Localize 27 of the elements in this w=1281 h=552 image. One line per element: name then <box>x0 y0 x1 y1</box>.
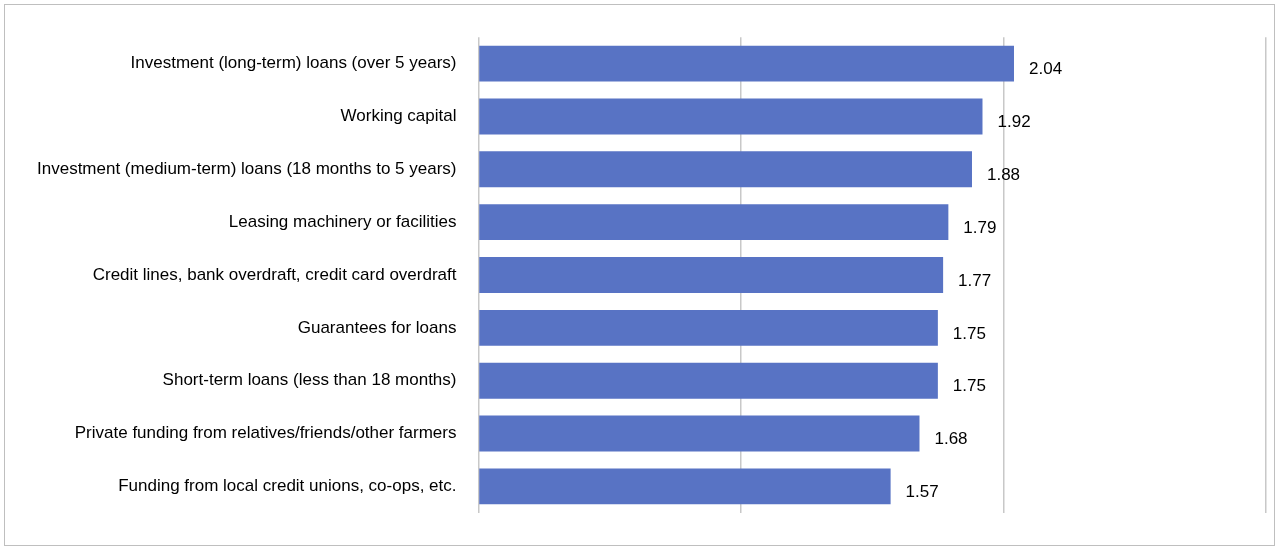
data-label: 1.79 <box>963 217 997 237</box>
y-tick-label: Funding from local credit unions, co-ops, etc. <box>118 476 457 496</box>
bar <box>479 362 938 399</box>
y-tick-label: Credit lines, bank overdraft, credit card overdraft <box>92 264 457 284</box>
y-tick-label: Investment (medium-term) loans (18 months to 5 years) <box>37 159 457 178</box>
data-label: 2.04 <box>1028 59 1063 79</box>
data-label: 1.68 <box>934 429 968 449</box>
bar <box>479 415 920 452</box>
data-label: 1.92 <box>997 112 1031 132</box>
bar <box>479 257 944 293</box>
y-tick-label: Working capital <box>340 106 457 126</box>
data-label: 1.88 <box>986 165 1021 184</box>
bar <box>479 151 972 188</box>
bar <box>479 468 891 505</box>
y-tick-label: Leasing machinery or facilities <box>228 211 457 231</box>
bar <box>479 204 949 241</box>
data-label: 1.57 <box>905 482 939 502</box>
y-tick-label: Short-term loans (less than 18 months) <box>162 370 457 390</box>
y-tick-label: Investment (long-term) loans (over 5 years) <box>130 53 457 73</box>
bar <box>479 98 983 135</box>
y-tick-label: Private funding from relatives/friends/other farmers <box>74 423 457 443</box>
data-label: 1.75 <box>952 376 986 396</box>
data-label: 1.75 <box>952 323 986 343</box>
bar <box>479 309 938 346</box>
y-tick-label: Guarantees for loans <box>297 317 457 337</box>
bar <box>479 45 1014 82</box>
data-label: 1.77 <box>958 270 992 290</box>
